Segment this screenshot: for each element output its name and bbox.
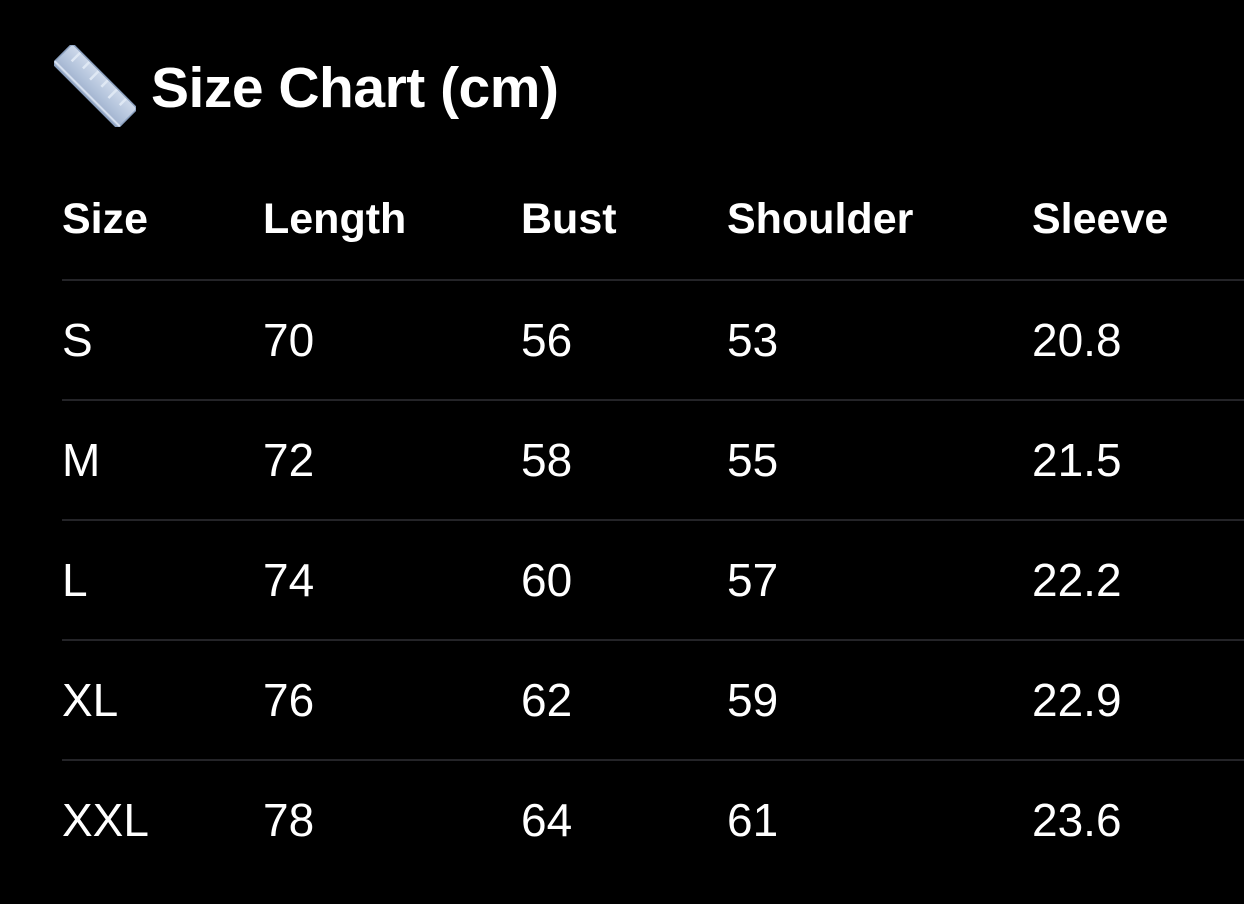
sleeve-value: 21.5 xyxy=(1032,434,1122,486)
column-header-sleeve: Sleeve xyxy=(1032,195,1169,243)
bust-value: 60 xyxy=(521,554,573,606)
shoulder-value: 57 xyxy=(727,554,779,606)
length-value: 70 xyxy=(263,314,315,366)
sleeve-value: 22.2 xyxy=(1032,554,1122,606)
sleeve-value: 22.9 xyxy=(1032,674,1122,726)
table-row-m: M 72 58 55 21.5 xyxy=(62,401,1244,521)
length-value: 78 xyxy=(263,794,315,846)
sleeve-value: 23.6 xyxy=(1032,794,1122,846)
size-label: S xyxy=(62,314,93,366)
column-header-length: Length xyxy=(263,195,407,243)
shoulder-value: 53 xyxy=(727,314,779,366)
size-label: M xyxy=(62,434,101,486)
sleeve-value: 20.8 xyxy=(1032,314,1122,366)
size-chart-table: Size Length Bust Shoulder Sleeve S 70 56… xyxy=(62,160,1244,903)
page-title: Size Chart (cm) xyxy=(151,55,559,120)
ruler-icon xyxy=(53,44,137,128)
column-header-size: Size xyxy=(62,195,149,243)
table-row-xxl: XXL 78 64 61 23.6 xyxy=(62,761,1244,903)
bust-value: 56 xyxy=(521,314,573,366)
bust-value: 62 xyxy=(521,674,573,726)
column-header-bust: Bust xyxy=(521,195,617,243)
shoulder-value: 61 xyxy=(727,794,779,846)
table-header-row: Size Length Bust Shoulder Sleeve xyxy=(62,160,1244,281)
length-value: 74 xyxy=(263,554,315,606)
shoulder-value: 59 xyxy=(727,674,779,726)
column-header-shoulder: Shoulder xyxy=(727,195,914,243)
section-header: Size Chart (cm) xyxy=(53,44,1244,128)
length-value: 72 xyxy=(263,434,315,486)
table-row-xl: XL 76 62 59 22.9 xyxy=(62,641,1244,761)
bust-value: 64 xyxy=(521,794,573,846)
table-row-l: L 74 60 57 22.2 xyxy=(62,521,1244,641)
shoulder-value: 55 xyxy=(727,434,779,486)
size-label: L xyxy=(62,554,88,606)
length-value: 76 xyxy=(263,674,315,726)
size-label: XL xyxy=(62,674,119,726)
bust-value: 58 xyxy=(521,434,573,486)
size-label: XXL xyxy=(62,794,149,846)
table-row-s: S 70 56 53 20.8 xyxy=(62,281,1244,401)
